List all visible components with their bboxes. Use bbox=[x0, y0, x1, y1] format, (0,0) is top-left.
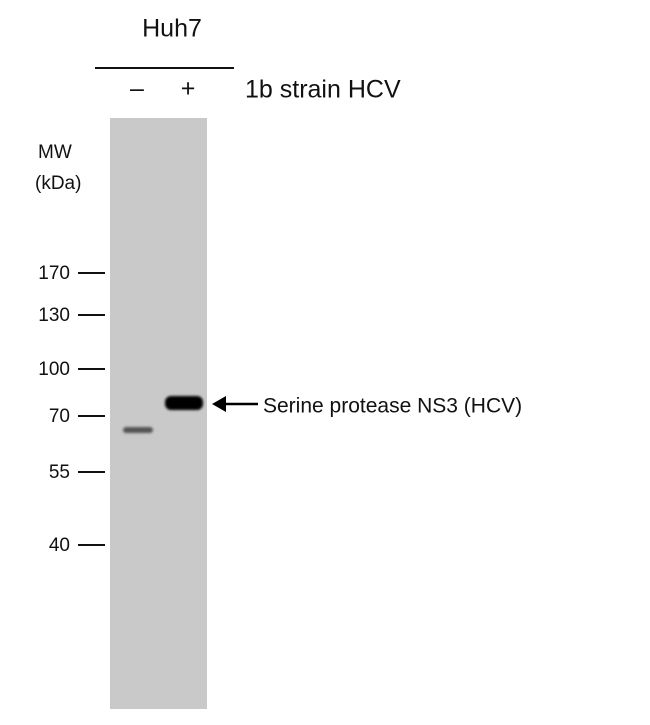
mw-marker-label: 100 bbox=[38, 359, 70, 380]
lane-label: – bbox=[130, 75, 144, 103]
cell-line-label: Huh7 bbox=[142, 15, 202, 43]
mw-marker-label: 40 bbox=[49, 535, 70, 556]
band-annotation: Serine protease NS3 (HCV) bbox=[263, 395, 522, 418]
mw-markers: 170 130 100 70 55 40 bbox=[38, 263, 105, 556]
mw-marker-label: 170 bbox=[38, 263, 70, 284]
mw-marker-label: 55 bbox=[49, 462, 70, 483]
mw-unit: (kDa) bbox=[35, 173, 81, 194]
treatment-label: 1b strain HCV bbox=[245, 76, 401, 104]
band-ns3 bbox=[165, 396, 203, 410]
band-faint bbox=[123, 427, 153, 433]
lane-label: + bbox=[181, 75, 196, 103]
mw-marker-label: 70 bbox=[49, 406, 70, 427]
arrow-head bbox=[212, 396, 226, 412]
blot-membrane bbox=[110, 118, 207, 709]
mw-marker-label: 130 bbox=[38, 305, 70, 326]
mw-label: MW bbox=[38, 142, 72, 163]
